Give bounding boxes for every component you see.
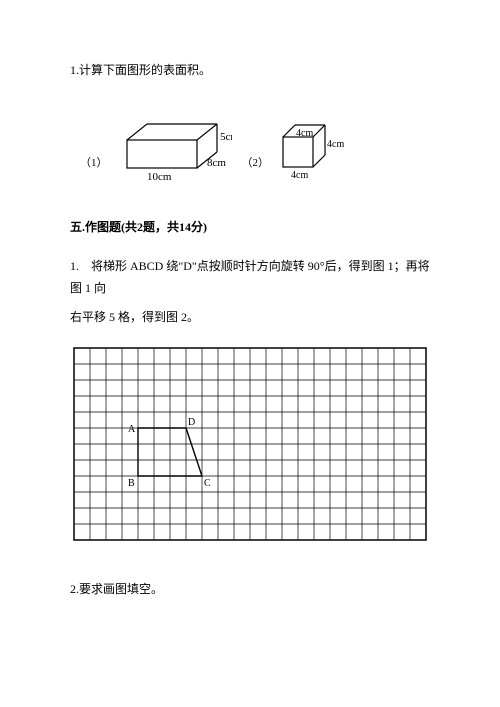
cuboid-height-label: 5cm xyxy=(220,131,232,143)
svg-text:D: D xyxy=(188,417,195,428)
figures-row: （1） 5cm 8cm 10cm （2） xyxy=(80,112,430,182)
svg-text:A: A xyxy=(128,424,136,435)
drawing-grid: A B C D xyxy=(70,344,430,544)
figure-2-wrap: （2） 4cm 4cm 4cm xyxy=(242,112,354,182)
svg-text:B: B xyxy=(128,478,135,489)
cuboid-length-label: 10cm xyxy=(147,171,172,182)
cube-bottom-label: 4cm xyxy=(291,170,308,181)
section5-q1-line2: 右平移 5 格，得到图 2。 xyxy=(70,307,430,329)
figure-1-wrap: （1） 5cm 8cm 10cm xyxy=(80,112,232,182)
cube-figure: 4cm 4cm 4cm xyxy=(273,112,353,182)
cube-right-label: 4cm xyxy=(327,139,344,150)
cuboid-figure: 5cm 8cm 10cm xyxy=(112,112,232,182)
svg-text:C: C xyxy=(204,478,211,489)
section5-q1-line1: 1. 将梯形 ABCD 绕"D"点按顺时针方向旋转 90°后，得到图 1；再将图… xyxy=(70,256,430,299)
section5-q2: 2.要求画图填空。 xyxy=(70,579,430,601)
cube-top-label: 4cm xyxy=(296,128,313,139)
problem-1-title: 1.计算下面图形的表面积。 xyxy=(70,60,430,82)
figure-2-label: （2） xyxy=(242,154,270,174)
cuboid-width-label: 8cm xyxy=(207,157,226,169)
figure-1-label: （1） xyxy=(80,154,108,174)
section-5-heading: 五.作图题(共2题，共14分) xyxy=(70,217,430,239)
